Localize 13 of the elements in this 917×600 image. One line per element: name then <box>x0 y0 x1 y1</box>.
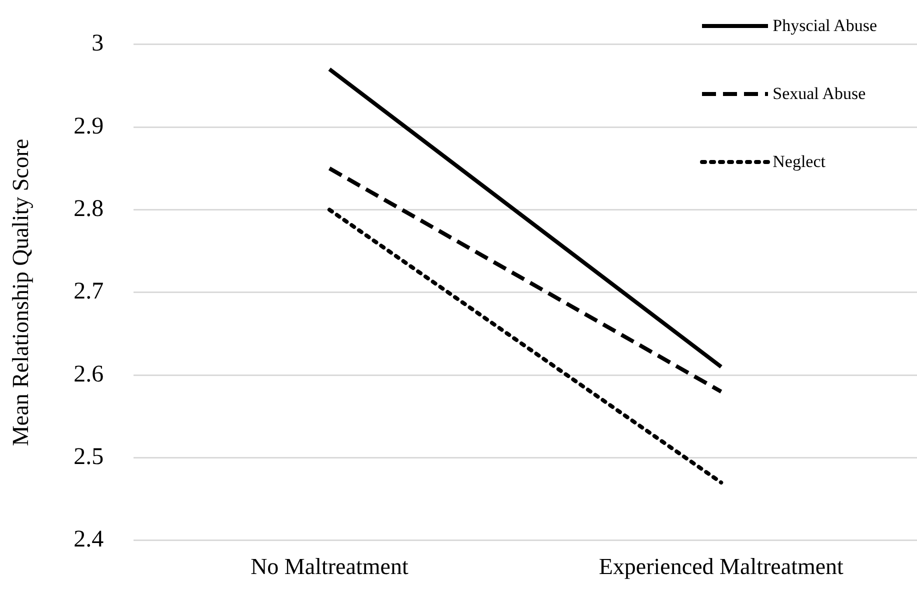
y-tick-label: 2.7 <box>74 278 104 305</box>
legend-label: Physcial Abuse <box>772 16 877 36</box>
legend-label: Neglect <box>772 152 826 172</box>
legend-label: Sexual Abuse <box>772 84 866 104</box>
y-axis-title: Mean Relationship Quality Score <box>8 138 33 446</box>
y-tick-label: 2.5 <box>74 444 104 470</box>
x-tick-label: No Maltreatment <box>250 554 409 580</box>
x-tick-label: Experienced Maltreatment <box>598 554 844 580</box>
y-tick-label: 2.6 <box>74 361 104 388</box>
y-tick-label: 2.4 <box>74 526 104 553</box>
y-tick-label: 2.8 <box>74 196 104 222</box>
y-tick-label: 2.9 <box>74 113 104 140</box>
y-tick-label: 3 <box>92 30 104 57</box>
